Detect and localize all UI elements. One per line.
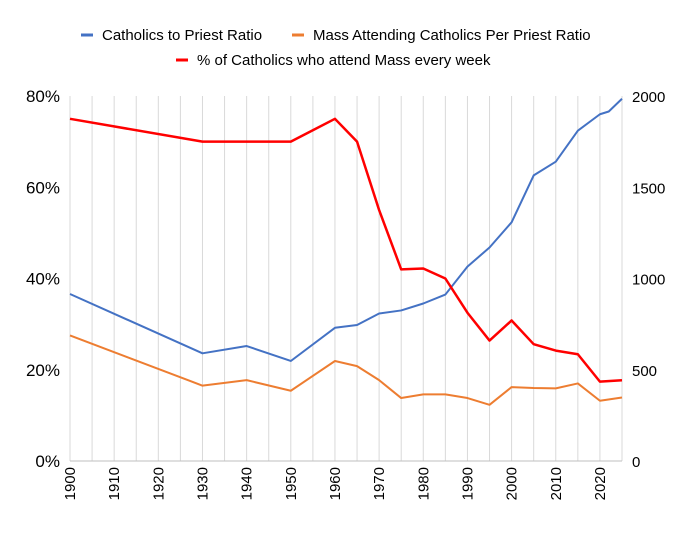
x-tick-label: 1930: [194, 467, 211, 500]
y-right-tick-label: 1000: [632, 272, 665, 289]
x-tick-label: 1990: [459, 467, 476, 500]
legend-label: Mass Attending Catholics Per Priest Rati…: [313, 27, 591, 44]
series-line-3: [69, 117, 623, 383]
series-line-1: [69, 98, 623, 362]
x-tick-label: 1980: [415, 467, 432, 500]
grid-layer: [69, 96, 623, 461]
series-line-2: [69, 334, 623, 406]
x-tick-label: 2020: [592, 467, 609, 500]
x-tick-label: 1940: [239, 467, 256, 500]
x-tick-label: 1960: [327, 467, 344, 500]
y-left-tick-label: 60%: [26, 178, 60, 197]
x-tick-label: 1950: [283, 467, 300, 500]
legend: Catholics to Priest Ratio Mass Attending …: [81, 27, 591, 69]
x-tick-label: 2000: [504, 467, 521, 500]
x-tick-label: 2010: [548, 467, 565, 500]
y-right-tick-label: 0: [632, 454, 640, 471]
y-right-tick-label: 500: [632, 363, 657, 380]
y-left-tick-label: 40%: [26, 270, 60, 289]
x-tick-label: 1910: [106, 467, 123, 500]
label-layer: 1900 1910 1920 1930 1940 1950 1960 1970 1980 1990…: [26, 87, 665, 500]
x-tick-label: 1970: [371, 467, 388, 500]
legend-label: % of Catholics who attend Mass every wee…: [197, 52, 491, 69]
legend-label: Catholics to Priest Ratio: [102, 27, 262, 44]
x-tick-label: 1900: [62, 467, 79, 500]
y-right-tick-label: 2000: [632, 89, 665, 106]
y-left-tick-label: 80%: [26, 87, 60, 106]
x-tick-label: 1920: [150, 467, 167, 500]
y-left-tick-label: 0%: [35, 452, 60, 471]
y-right-tick-label: 1500: [632, 180, 665, 197]
y-left-tick-label: 20%: [26, 361, 60, 380]
series-layer: [69, 98, 623, 406]
